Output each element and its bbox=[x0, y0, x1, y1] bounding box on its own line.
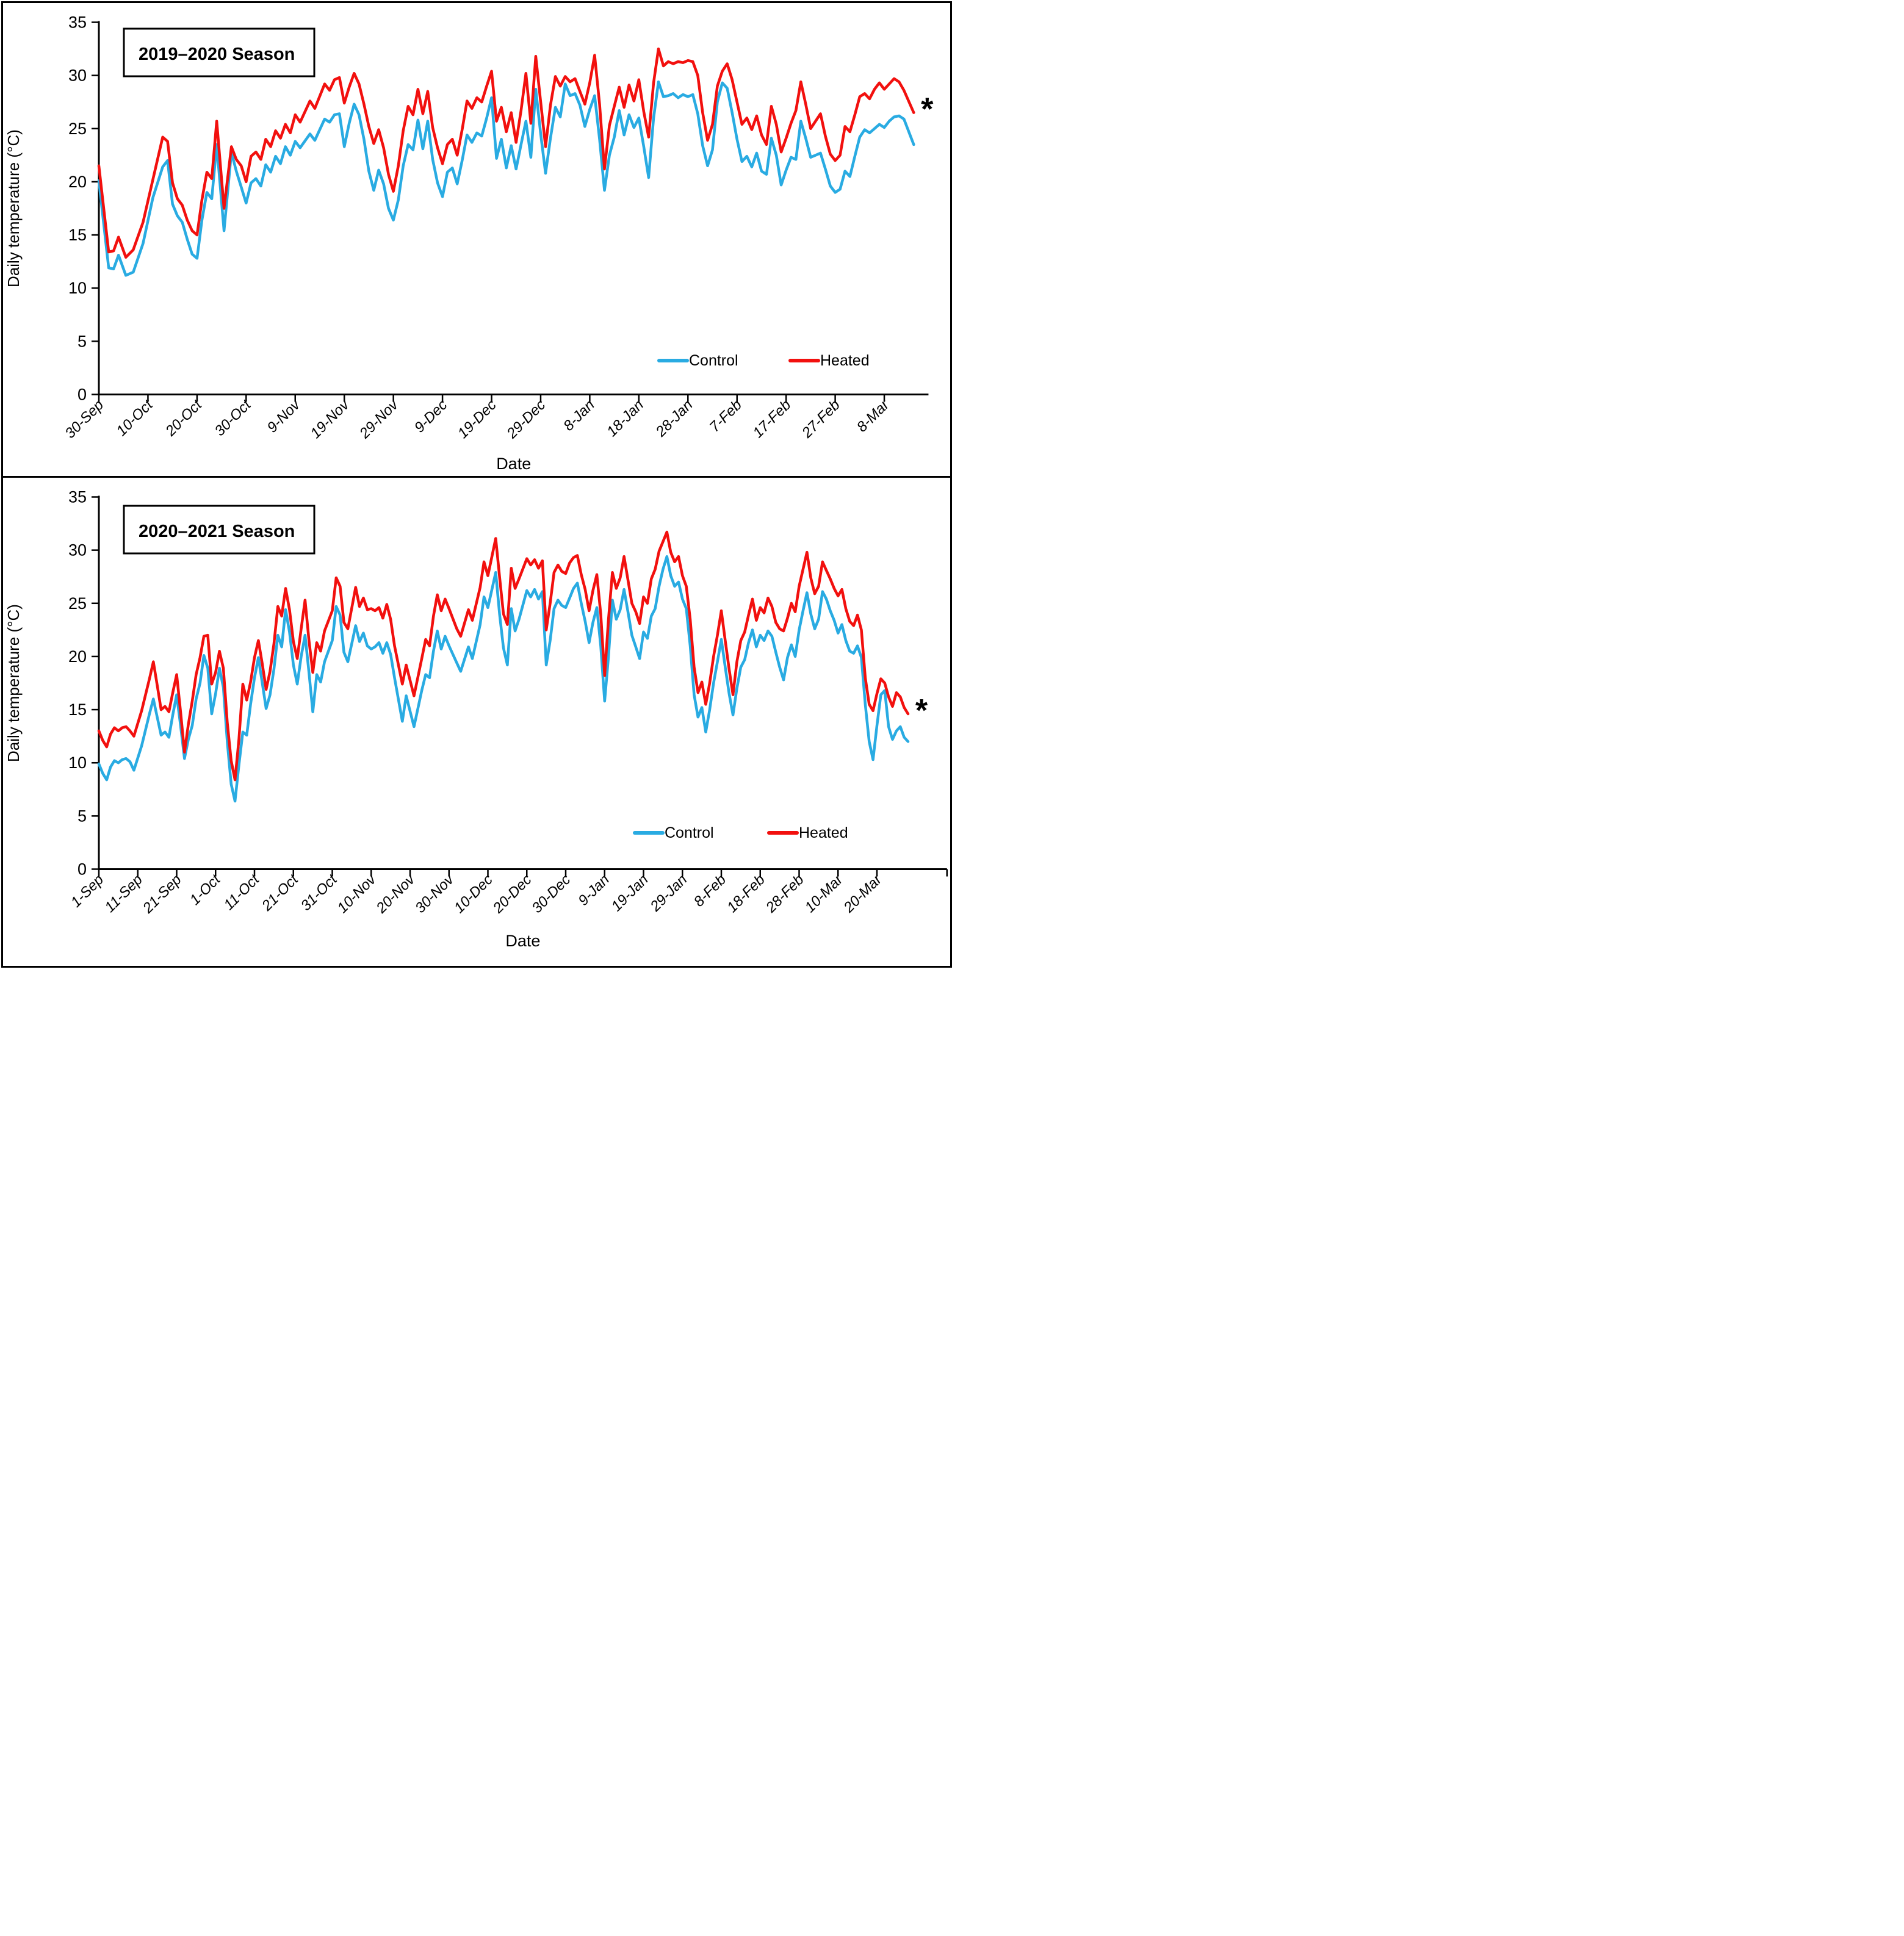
x-tick-label: 19-Dec bbox=[455, 397, 500, 442]
season-title-box bbox=[123, 505, 316, 555]
y-tick-label: 30 bbox=[68, 541, 87, 560]
x-tick-label: 9-Dec bbox=[411, 397, 450, 436]
y-tick-label: 15 bbox=[68, 700, 87, 719]
panel-season-2019-2020: 0 5 10 15 20 25 30 35 30-Sep 10-Oct 20-Oct 30-Oct 9-… bbox=[3, 3, 950, 476]
y-tick-label: 35 bbox=[68, 488, 87, 506]
x-tick-label: 30-Dec bbox=[528, 871, 574, 916]
x-tick-label: 20-Mar bbox=[840, 871, 885, 916]
x-tick-label: 30-Oct bbox=[212, 396, 255, 439]
x-tick-label: 10-Oct bbox=[114, 396, 157, 439]
x-tick-label: 21-Sep bbox=[139, 871, 185, 917]
x-axis-title: Date bbox=[505, 932, 540, 950]
x-tick-label: 29-Dec bbox=[503, 397, 549, 442]
y-tick-label: 15 bbox=[68, 226, 87, 244]
x-tick-label: 9-Jan bbox=[575, 871, 613, 909]
x-tick-label: 29-Jan bbox=[647, 871, 691, 915]
legend-label-heated: Heated bbox=[820, 352, 870, 369]
x-tick-label: 18-Feb bbox=[724, 871, 768, 916]
x-tick-label: 11-Sep bbox=[101, 871, 146, 916]
y-tick-label: 10 bbox=[68, 279, 87, 297]
y-tick-label: 35 bbox=[68, 13, 87, 32]
x-tick-label: 7-Feb bbox=[707, 397, 745, 435]
x-tick-label: 18-Jan bbox=[604, 397, 647, 440]
x-tick-label: 1-Sep bbox=[68, 871, 107, 910]
x-tick-label: 10-Mar bbox=[802, 871, 847, 916]
y-tick-label: 10 bbox=[68, 754, 87, 772]
significance-asterisk: * bbox=[921, 92, 934, 128]
y-tick-label: 0 bbox=[78, 860, 87, 879]
y-tick-label: 20 bbox=[68, 647, 87, 666]
control-series-line bbox=[97, 555, 910, 803]
x-tick-label: 10-Dec bbox=[451, 871, 496, 916]
x-tick-label: 20-Oct bbox=[162, 396, 206, 440]
x-axis-title: Date bbox=[496, 455, 531, 473]
heated-series-line bbox=[97, 530, 910, 782]
x-tick-label: 30-Nov bbox=[412, 871, 458, 916]
x-tick-label: 29-Nov bbox=[356, 396, 402, 442]
season-title: 2020–2021 Season bbox=[139, 522, 295, 541]
x-tick-label: 11-Oct bbox=[220, 871, 263, 913]
x-tick-label: 10-Nov bbox=[334, 871, 380, 916]
season-title: 2019–2020 Season bbox=[139, 45, 295, 64]
significance-asterisk: * bbox=[915, 693, 928, 729]
y-tick-label: 25 bbox=[68, 594, 87, 613]
x-tick-label: 17-Feb bbox=[750, 397, 795, 441]
heated-series-line bbox=[97, 47, 915, 259]
y-tick-label: 30 bbox=[68, 67, 87, 85]
legend-label-heated: Heated bbox=[799, 824, 848, 841]
daily-temperature-figure: 0 5 10 15 20 25 30 35 30-Sep 10-Oct 20-Oct 30-Oct 9-… bbox=[1, 1, 952, 968]
y-tick-label: 5 bbox=[78, 807, 87, 825]
panel-season-2020-2021: 0 5 10 15 20 25 30 35 1-Sep 11-Sep 21-Sep 1-Oct 11-O… bbox=[3, 476, 950, 966]
x-tick-label: 27-Feb bbox=[798, 397, 843, 442]
y-tick-label: 20 bbox=[68, 173, 87, 191]
y-tick-label: 0 bbox=[78, 386, 87, 404]
x-tick-label: 28-Feb bbox=[762, 871, 807, 916]
x-tick-label: 19-Jan bbox=[608, 871, 652, 915]
x-tick-label: 19-Nov bbox=[308, 396, 353, 442]
x-tick-label: 20-Nov bbox=[373, 871, 419, 917]
y-tick-label: 25 bbox=[68, 120, 87, 138]
x-tick-label: 8-Jan bbox=[560, 397, 598, 434]
y-axis-title: Daily temperature (°C) bbox=[4, 129, 23, 287]
control-series-line bbox=[97, 80, 915, 277]
y-axis-title: Daily temperature (°C) bbox=[4, 604, 23, 762]
y-tick-label: 5 bbox=[78, 332, 87, 350]
x-tick-label: 21-Oct bbox=[258, 871, 302, 915]
x-tick-label: 20-Dec bbox=[489, 871, 535, 917]
x-tick-label: 28-Jan bbox=[652, 397, 696, 441]
legend-label-control: Control bbox=[665, 824, 714, 841]
x-tick-label: 31-Oct bbox=[298, 871, 341, 914]
x-tick-label: 8-Mar bbox=[854, 396, 893, 435]
legend-label-control: Control bbox=[689, 352, 738, 369]
x-tick-label: 9-Nov bbox=[264, 396, 305, 436]
x-tick-label: 1-Oct bbox=[187, 871, 225, 909]
season-title-box bbox=[123, 27, 316, 77]
